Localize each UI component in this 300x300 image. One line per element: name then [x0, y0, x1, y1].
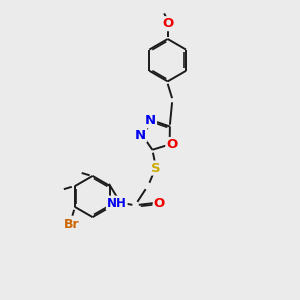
Text: NH: NH	[107, 196, 127, 209]
Text: O: O	[162, 17, 173, 30]
Text: O: O	[154, 196, 165, 209]
Text: O: O	[166, 138, 178, 151]
Text: N: N	[145, 114, 156, 127]
Text: S: S	[151, 161, 160, 175]
Text: N: N	[135, 128, 146, 142]
Text: Br: Br	[64, 218, 80, 231]
